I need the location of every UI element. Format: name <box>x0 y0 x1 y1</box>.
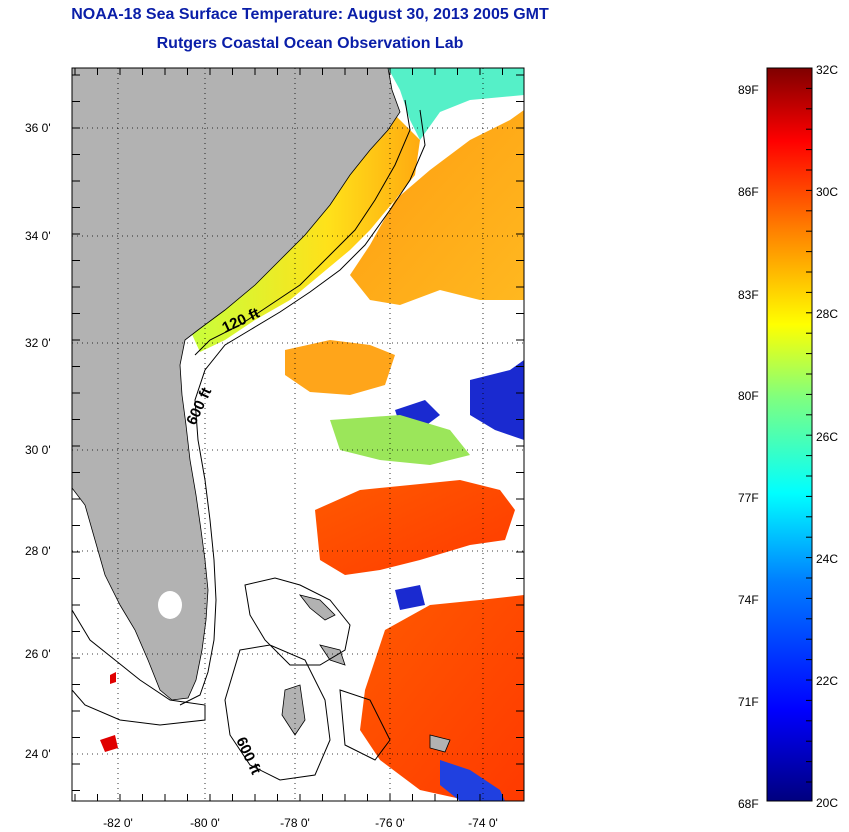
colorbar <box>766 67 813 802</box>
colorbar-c-label: 28C <box>816 307 838 321</box>
lon-label: -80 0' <box>190 816 220 830</box>
colorbar-f-label: 77F <box>738 491 759 505</box>
land-mainland <box>72 68 401 701</box>
lat-label: 32 0' <box>25 336 51 350</box>
colorbar-c-label: 24C <box>816 552 838 566</box>
lat-label: 26 0' <box>25 647 51 661</box>
colorbar-f-label: 71F <box>738 695 759 709</box>
graticule <box>72 68 524 801</box>
colorbar-f-label: 86F <box>738 185 759 199</box>
colorbar-f-label: 83F <box>738 288 759 302</box>
axis-ticks <box>72 68 524 801</box>
colorbar-c-label: 32C <box>816 63 838 77</box>
sst-red-southern <box>360 595 524 801</box>
colorbar-f-label: 68F <box>738 797 759 811</box>
contour-600ft <box>179 109 426 706</box>
contour-bahamas <box>224 577 391 781</box>
lat-label: 30 0' <box>25 443 51 457</box>
colorbar-c-label: 26C <box>816 430 838 444</box>
sst-orange-offshore <box>350 110 524 305</box>
colorbar-ticks <box>806 67 812 783</box>
lon-label: -76 0' <box>375 816 405 830</box>
colorbar-c-label: 20C <box>816 796 838 810</box>
lon-label: -74 0' <box>468 816 498 830</box>
colorbar-c-label: 22C <box>816 674 838 688</box>
sst-blue-southern <box>440 760 505 801</box>
colorbar-f-label: 74F <box>738 593 759 607</box>
contour-120ft <box>194 99 411 356</box>
lon-label: -78 0' <box>280 816 310 830</box>
colorbar-c-label: 30C <box>816 185 838 199</box>
lat-label: 28 0' <box>25 544 51 558</box>
colorbar-f-label: 80F <box>738 389 759 403</box>
lake-okeechobee <box>158 591 182 619</box>
map-title: NOAA-18 Sea Surface Temperature: August … <box>71 6 549 23</box>
lon-label: -82 0' <box>103 816 133 830</box>
sst-red-central <box>315 480 515 575</box>
sst-green-scattered <box>330 415 470 465</box>
bahamas-islands <box>281 594 451 753</box>
lat-label: 36 0' <box>25 121 51 135</box>
contour-keys <box>72 609 206 726</box>
map-subtitle: Rutgers Coastal Ocean Observation Lab <box>156 35 464 52</box>
colorbar-f-label: 89F <box>738 83 759 97</box>
sst-blue-patches <box>395 360 524 610</box>
sst-orange-middle <box>285 340 395 395</box>
lat-label: 34 0' <box>25 229 51 243</box>
red-spot <box>100 672 118 752</box>
lat-label: 24 0' <box>25 747 51 761</box>
